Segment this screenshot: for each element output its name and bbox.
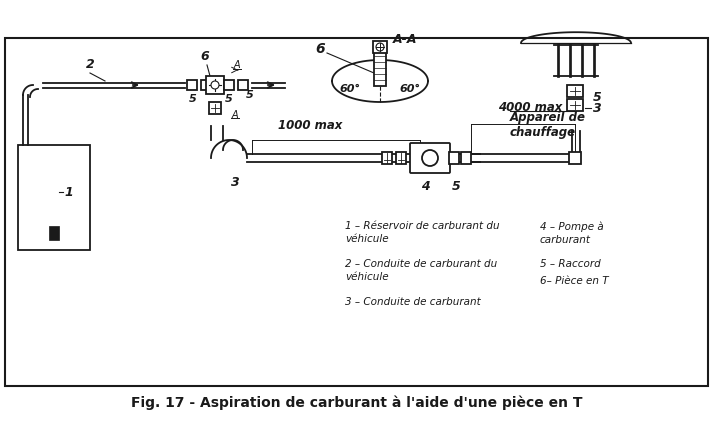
Bar [206, 76, 224, 94]
Text: 1: 1 [65, 186, 74, 199]
Text: 1000 max: 1000 max [278, 119, 342, 132]
Text: 6– Pièce en T: 6– Pièce en T [540, 276, 608, 286]
Bar [567, 99, 583, 111]
Text: 3 – Conduite de carburant: 3 – Conduite de carburant [345, 297, 480, 307]
Bar [49, 226, 59, 240]
Text: A: A [234, 60, 240, 70]
Text: 6: 6 [201, 50, 209, 63]
Bar [209, 102, 221, 114]
Bar [374, 51, 386, 86]
Bar [373, 41, 387, 53]
Text: 4000 max: 4000 max [498, 101, 562, 114]
Text: 6: 6 [315, 42, 325, 56]
Bar [567, 85, 583, 97]
Text: 60°: 60° [400, 84, 420, 94]
Text: 5: 5 [452, 180, 460, 193]
Text: A: A [232, 110, 238, 120]
Circle shape [422, 150, 438, 166]
Text: 2 – Conduite de carburant du
véhicule: 2 – Conduite de carburant du véhicule [345, 259, 497, 282]
Bar [18, 145, 90, 250]
Bar [5, 38, 708, 386]
FancyBboxPatch shape [410, 143, 450, 173]
Bar [187, 80, 197, 90]
Text: 5 – Raccord: 5 – Raccord [540, 259, 601, 269]
Bar [461, 152, 471, 164]
Text: 5: 5 [593, 91, 602, 104]
Bar [201, 80, 211, 90]
Circle shape [376, 43, 384, 51]
Text: 5: 5 [225, 94, 233, 104]
Bar [396, 152, 406, 164]
Text: 5: 5 [189, 94, 197, 104]
Bar [569, 152, 581, 164]
Text: Fig. 17 - Aspiration de carburant à l'aide d'une pièce en T: Fig. 17 - Aspiration de carburant à l'ai… [132, 396, 583, 410]
Bar [449, 152, 459, 164]
Text: A-A: A-A [393, 32, 418, 45]
Text: Appareil de
chauffage: Appareil de chauffage [510, 111, 586, 139]
Bar [238, 80, 248, 90]
Bar [224, 80, 234, 90]
Text: 60°: 60° [340, 84, 360, 94]
Text: 4 – Pompe à
carburant: 4 – Pompe à carburant [540, 221, 603, 245]
Text: 5: 5 [246, 90, 254, 100]
Bar [382, 152, 392, 164]
Circle shape [211, 81, 219, 89]
Text: 3: 3 [231, 176, 240, 189]
Text: 2: 2 [86, 58, 94, 71]
Text: 1 – Réservoir de carburant du
véhicule: 1 – Réservoir de carburant du véhicule [345, 221, 500, 244]
Text: 4: 4 [420, 180, 430, 193]
Text: 3: 3 [593, 101, 602, 115]
